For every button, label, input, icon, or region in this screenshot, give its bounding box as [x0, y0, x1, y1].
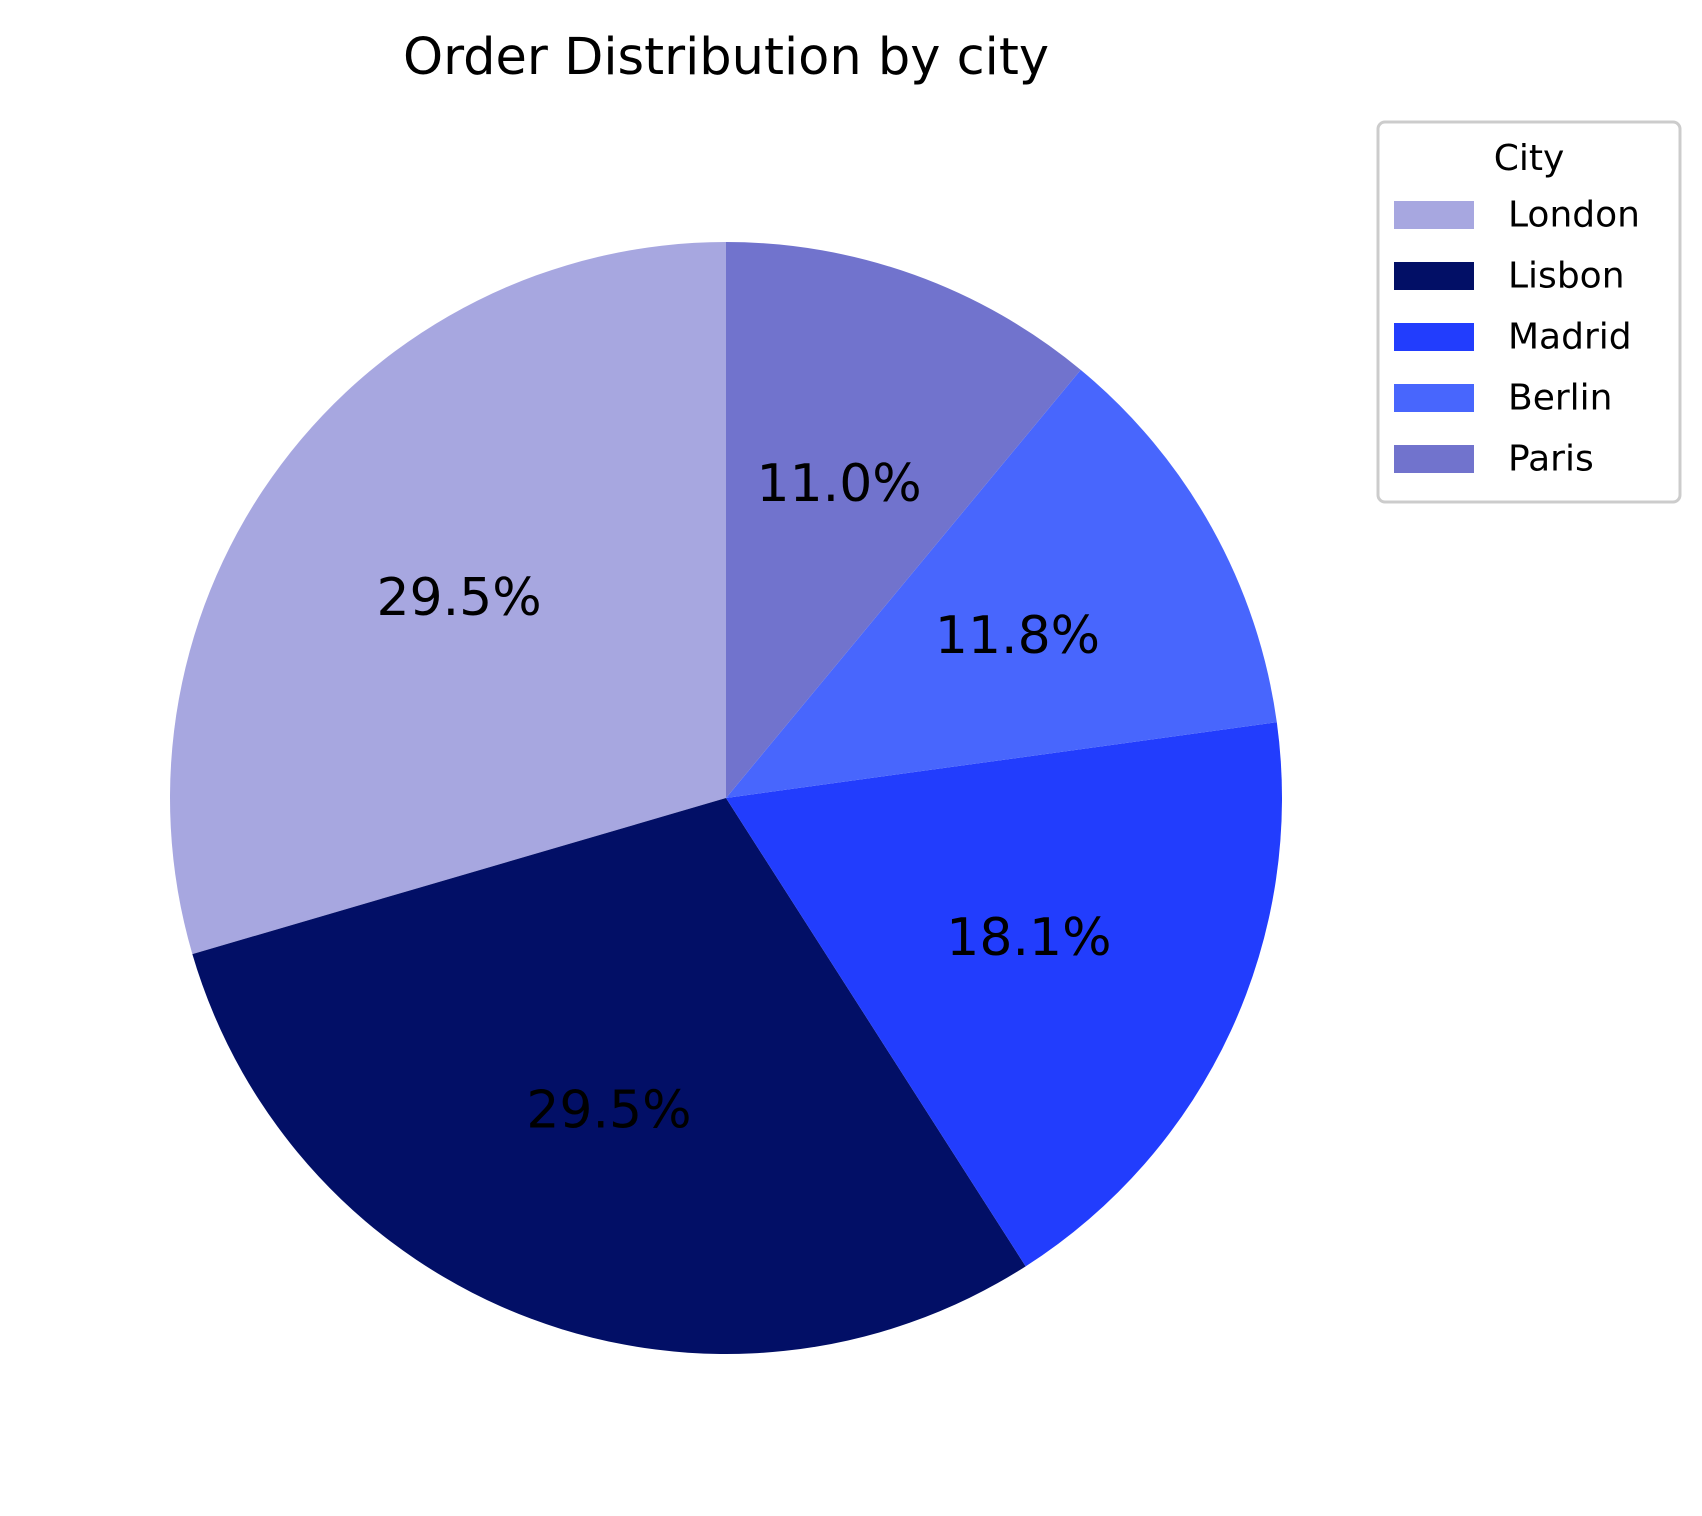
pie-slice-london: [169, 242, 726, 955]
slice-label-london: 29.5%: [376, 568, 541, 628]
pie-slice-lisbon: [192, 798, 1026, 1354]
legend-swatch-london: [1394, 201, 1474, 229]
legend-title: City: [1494, 138, 1565, 179]
slice-label-lisbon: 29.5%: [526, 1080, 691, 1140]
pie-slice-berlin: [726, 369, 1277, 798]
legend: City London Lisbon Madrid Berlin Paris: [1376, 120, 1682, 504]
slice-label-paris: 11.0%: [757, 454, 922, 514]
slice-label-madrid: 18.1%: [946, 908, 1111, 968]
legend-label-madrid: Madrid: [1508, 317, 1632, 358]
pie-slice-labels: 29.5% 29.5% 18.1% 11.8% 11.0%: [376, 454, 1111, 1140]
legend-label-lisbon: Lisbon: [1508, 256, 1625, 297]
legend-swatch-paris: [1394, 445, 1474, 473]
legend-swatch-madrid: [1394, 323, 1474, 351]
legend-swatch-berlin: [1394, 384, 1474, 412]
legend-label-berlin: Berlin: [1508, 378, 1612, 419]
pie-slices: [169, 242, 1282, 1354]
legend-label-london: London: [1508, 195, 1640, 236]
legend-label-paris: Paris: [1508, 439, 1594, 480]
pie-slice-madrid: [726, 722, 1282, 1267]
pie-slice-paris: [726, 242, 1081, 798]
chart-title: Order Distribution by city: [403, 28, 1049, 87]
legend-swatch-lisbon: [1394, 262, 1474, 290]
slice-label-berlin: 11.8%: [935, 606, 1100, 666]
